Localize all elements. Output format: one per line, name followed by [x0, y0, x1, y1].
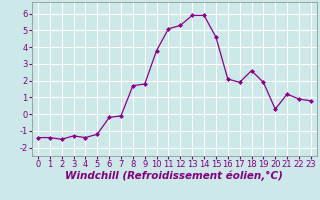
X-axis label: Windchill (Refroidissement éolien,°C): Windchill (Refroidissement éolien,°C) [66, 171, 283, 181]
